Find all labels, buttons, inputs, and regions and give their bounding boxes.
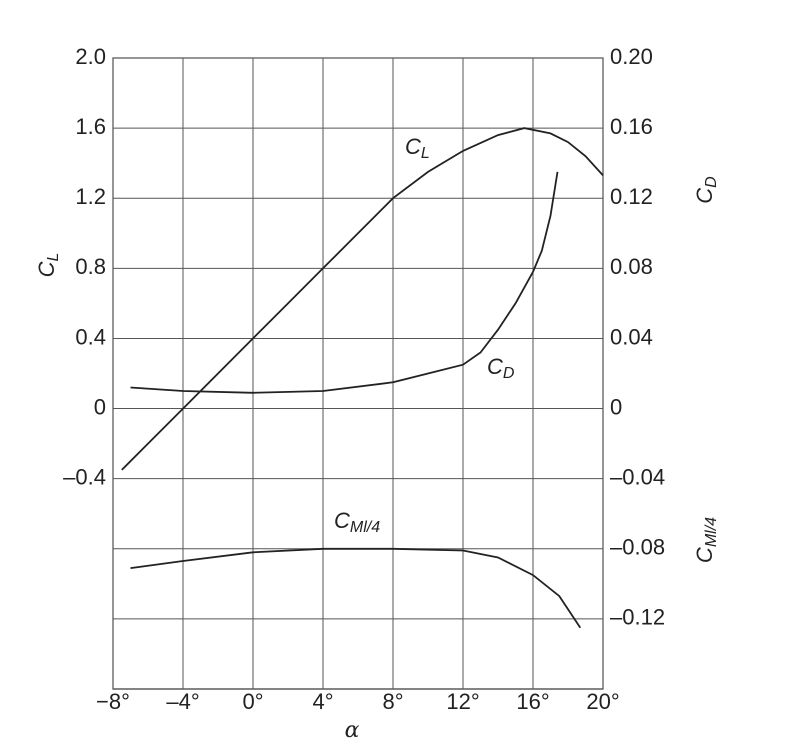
plot-frame [112,57,604,690]
y2-tick-label: –0.08 [610,535,665,560]
y-tick-label: 0.8 [75,254,106,279]
y-tick-label: 2.0 [75,44,106,69]
y2-axis-title-moment: CMl/4 [692,517,720,563]
curve-label: CD [487,354,515,382]
y2-tick-label: –0.04 [610,464,665,489]
x-tick-label: 8° [382,689,403,714]
y-tick-label: 0 [94,394,106,419]
y2-tick-label: 0.12 [610,184,653,209]
x-axis-title: α [345,718,360,743]
x-tick-label: 4° [312,689,333,714]
y-tick-label: –0.4 [63,464,106,489]
x-tick-label: 0° [242,689,263,714]
y2-tick-label: 0 [610,394,622,419]
x-tick-label: 20° [586,689,619,714]
series-line [121,127,604,471]
curve-label: CMl/4 [334,508,380,536]
y2-tick-label: 0.08 [610,254,653,279]
x-tick-label: –4° [166,689,199,714]
y-tick-label: 1.6 [75,114,106,139]
series-line [130,171,559,394]
y2-tick-label: –0.12 [610,605,665,630]
y-tick-label: 1.2 [75,184,106,209]
x-tick-label: 16° [516,689,549,714]
y2-tick-label: 0.20 [610,44,653,69]
x-tick-label: 12° [446,689,479,714]
y2-tick-label: 0.16 [610,114,653,139]
curve-label: CL [405,134,430,162]
y-axis-title: CL [34,253,62,278]
y-tick-label: 0.4 [75,324,106,349]
y2-tick-label: 0.04 [610,324,653,349]
x-tick-label: −8° [96,689,130,714]
series-line [130,547,582,629]
y2-axis-title: CD [692,176,720,204]
